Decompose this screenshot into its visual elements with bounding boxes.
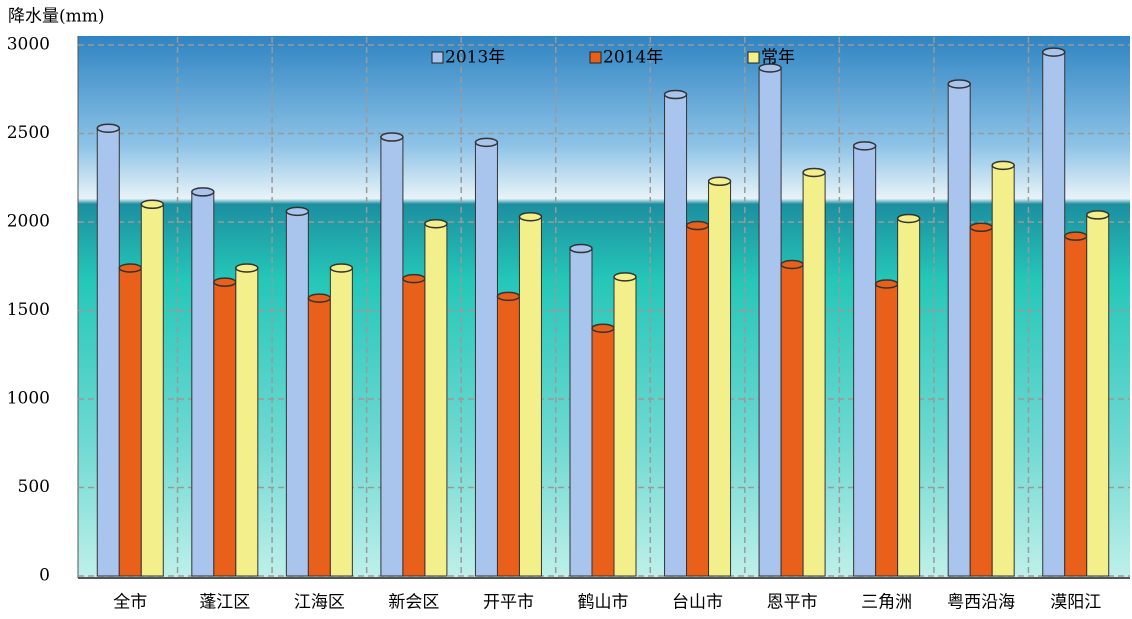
- bar: [802, 171, 826, 577]
- bar-cap: [118, 263, 143, 273]
- bar-cap: [402, 273, 426, 284]
- bar-cap: [685, 220, 710, 231]
- bar-cap: [191, 187, 215, 197]
- legend-label: 2014年: [603, 48, 663, 68]
- bar-cap: [518, 211, 543, 222]
- y-tick-label: 0: [39, 566, 50, 586]
- bar: [1064, 235, 1088, 577]
- bar-cap: [380, 132, 404, 142]
- bar: [569, 248, 593, 577]
- bar-cap: [802, 167, 826, 178]
- bar: [591, 327, 615, 577]
- bar: [708, 180, 732, 577]
- bar-cap: [96, 123, 121, 133]
- bar: [140, 203, 164, 577]
- bar-cap: [496, 291, 521, 302]
- bar: [329, 267, 353, 577]
- bar: [875, 283, 899, 577]
- bar: [235, 267, 259, 577]
- bar: [213, 281, 237, 577]
- x-tick-label: 江海区: [294, 593, 345, 613]
- bar-cap: [213, 277, 237, 287]
- bar-cap: [947, 79, 971, 89]
- x-tick-label: 蓬江区: [199, 593, 250, 613]
- bar: [1042, 51, 1066, 577]
- bar: [947, 83, 971, 577]
- legend-label: 2013年: [445, 48, 505, 68]
- bar-cap: [591, 323, 615, 333]
- x-tick-label: 全市: [113, 593, 147, 613]
- bar: [664, 94, 688, 577]
- x-tick-label: 恩平市: [767, 593, 818, 613]
- bar-cap: [613, 272, 637, 282]
- legend-label: 常年: [761, 48, 795, 68]
- bar: [402, 278, 426, 577]
- bar-cap: [991, 160, 1015, 171]
- legend-swatch: [431, 51, 444, 64]
- bar: [897, 217, 921, 577]
- y-tick-label: 1500: [7, 300, 50, 320]
- bar: [380, 136, 404, 577]
- x-tick-label: 三角洲: [861, 593, 912, 613]
- bar-cap: [285, 206, 310, 217]
- legend-swatch: [747, 51, 760, 64]
- x-tick-label: 新会区: [388, 593, 439, 613]
- x-tick-label: 鹤山市: [578, 593, 629, 613]
- bar: [474, 141, 498, 577]
- x-tick-label: 粤西沿海: [947, 593, 1015, 613]
- bar: [307, 297, 331, 577]
- y-tick-label: 2000: [7, 212, 50, 232]
- bar: [285, 210, 309, 577]
- bar-cap: [896, 213, 921, 224]
- bar: [496, 295, 520, 577]
- bar-cap: [235, 263, 259, 273]
- bar: [758, 67, 782, 577]
- bar: [991, 164, 1015, 577]
- bar-cap: [780, 259, 804, 270]
- y-tick-label: 500: [18, 477, 50, 497]
- y-tick-label: 1000: [7, 389, 50, 409]
- y-tick-label: 2500: [7, 123, 50, 143]
- x-tick-label: 台山市: [672, 593, 723, 613]
- bar-cap: [569, 243, 593, 254]
- bar-cap: [874, 279, 899, 289]
- bar-cap: [474, 137, 499, 148]
- x-tick-label: 漠阳江: [1050, 593, 1101, 613]
- bar: [969, 226, 993, 577]
- bar: [1086, 214, 1110, 577]
- bar-cap: [424, 219, 448, 229]
- bar-cap: [707, 176, 732, 187]
- bar-cap: [140, 199, 165, 210]
- bar: [613, 276, 637, 577]
- bar-cap: [758, 63, 782, 73]
- bar-cap: [1041, 47, 1066, 57]
- bar-cap: [1063, 231, 1088, 241]
- bar: [686, 225, 710, 577]
- bar-cap: [307, 293, 332, 303]
- x-tick-label: 开平市: [483, 593, 534, 613]
- bar-cap: [329, 263, 354, 273]
- bar: [96, 127, 120, 577]
- bar-cap: [969, 222, 993, 233]
- bar: [780, 263, 804, 577]
- bar: [118, 267, 142, 577]
- bar-cap: [1085, 210, 1110, 220]
- bar: [424, 223, 448, 577]
- legend-swatch: [589, 51, 602, 64]
- bar: [191, 191, 215, 577]
- bar-cap: [852, 141, 877, 151]
- y-tick-label: 3000: [7, 35, 50, 55]
- bar: [853, 145, 877, 577]
- bar: [518, 216, 542, 577]
- y-axis-title: 降水量(mm): [8, 7, 105, 27]
- bar-cap: [663, 89, 688, 100]
